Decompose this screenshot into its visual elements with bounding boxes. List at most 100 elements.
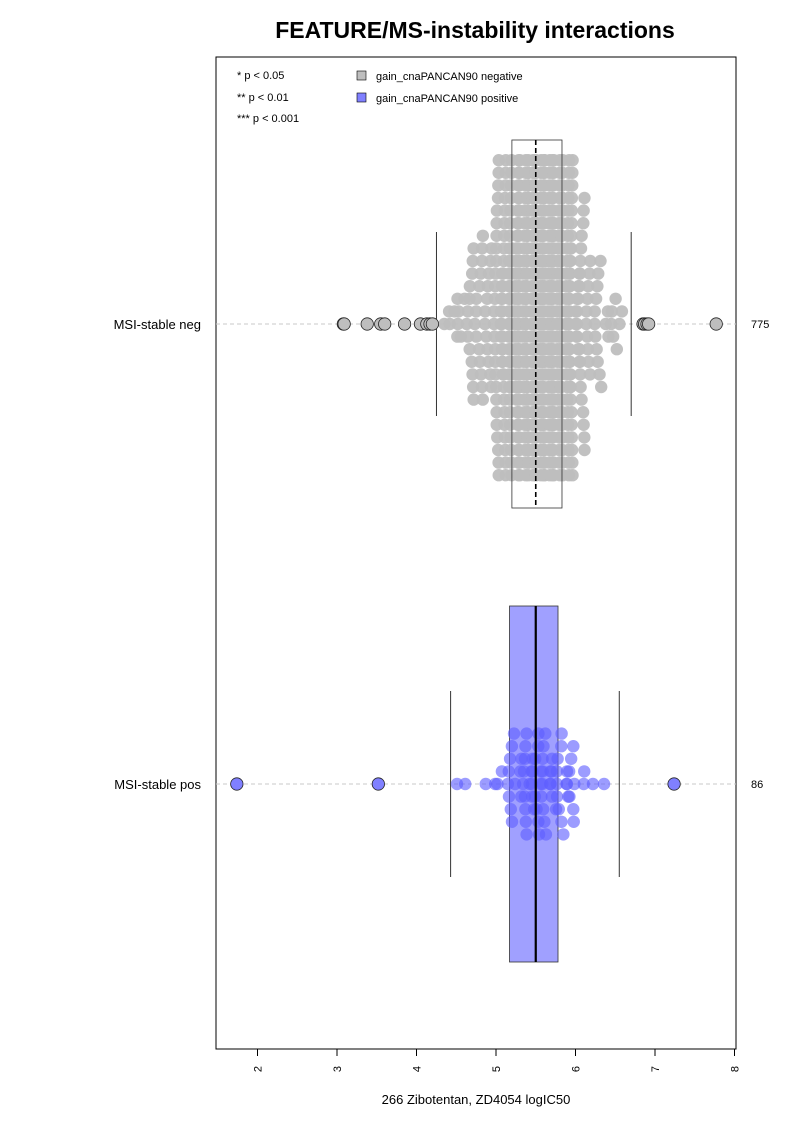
data-point: [502, 790, 516, 803]
data-point: [564, 380, 577, 394]
data-point: [502, 765, 515, 778]
data-point: [467, 242, 480, 255]
data-point: [476, 229, 490, 242]
data-point: [503, 752, 517, 765]
outlier-point: [378, 317, 392, 331]
data-point: [555, 727, 568, 740]
data-point: [571, 292, 585, 305]
outlier-point: [371, 777, 385, 791]
data-point: [538, 815, 551, 828]
data-point: [578, 765, 591, 778]
group-count: 775: [751, 319, 769, 331]
data-point: [463, 343, 476, 356]
data-point: [534, 765, 548, 778]
data-point: [473, 355, 487, 368]
data-point: [567, 815, 580, 828]
outlier-point: [709, 317, 723, 331]
sig-legend-1: * p < 0.05: [237, 70, 284, 82]
series-layer: MSI-stable neg 775 MSI-stable pos 86: [114, 139, 769, 963]
significance-legend: * p < 0.05 ** p < 0.01 *** p < 0.001: [237, 70, 299, 125]
data-point: [564, 393, 577, 406]
outlier-point: [337, 317, 351, 331]
data-point: [610, 343, 624, 356]
data-point: [555, 740, 568, 753]
x-tick-label: 5: [491, 1066, 503, 1072]
data-point: [520, 828, 533, 841]
outlier-point: [360, 317, 374, 331]
outlier-point: [667, 777, 681, 791]
sig-legend-2: ** p < 0.01: [237, 92, 289, 104]
data-point: [552, 803, 565, 816]
data-point: [568, 777, 581, 791]
data-point: [563, 343, 576, 356]
data-point: [566, 179, 579, 192]
data-point: [565, 443, 579, 457]
outlier-point: [230, 777, 244, 791]
data-point: [474, 368, 488, 381]
data-point: [507, 727, 521, 740]
plot-frame: [215, 56, 737, 1050]
data-point: [575, 393, 588, 406]
data-point: [574, 254, 587, 268]
data-point: [476, 393, 489, 406]
data-point: [570, 330, 584, 343]
data-point: [566, 166, 579, 179]
data-point: [566, 456, 579, 469]
data-point: [550, 790, 564, 803]
data-point: [572, 280, 585, 293]
data-point: [470, 292, 483, 305]
data-point: [582, 355, 595, 368]
data-point: [577, 418, 590, 431]
data-point: [452, 305, 465, 318]
data-point: [588, 317, 601, 331]
data-point: [478, 305, 492, 318]
data-point: [572, 343, 585, 356]
data-point: [579, 317, 593, 331]
data-point: [588, 305, 601, 318]
group-1: MSI-stable pos 86: [114, 605, 763, 963]
x-tick-label: 4: [412, 1066, 424, 1072]
data-point: [575, 229, 588, 242]
data-point: [576, 406, 590, 419]
group-count: 86: [751, 779, 763, 791]
group-0: MSI-stable neg 775: [114, 139, 769, 509]
data-point: [475, 242, 489, 255]
data-point: [466, 254, 479, 268]
data-point: [550, 777, 564, 791]
data-point: [606, 330, 620, 343]
data-point: [567, 740, 580, 753]
data-point: [565, 406, 578, 419]
data-point: [563, 254, 576, 268]
data-point: [565, 418, 578, 431]
data-point: [566, 469, 579, 482]
data-point: [467, 393, 480, 406]
data-point: [468, 317, 482, 331]
data-point: [563, 368, 576, 381]
data-point: [581, 292, 594, 305]
data-point: [592, 267, 605, 280]
data-point: [570, 305, 584, 318]
data-point: [555, 815, 568, 828]
outlier-point: [397, 317, 412, 331]
data-point: [584, 254, 597, 268]
group-label: MSI-stable neg: [114, 317, 201, 332]
data-point: [505, 815, 519, 828]
data-point: [519, 815, 533, 828]
group-label: MSI-stable pos: [114, 777, 201, 792]
data-point: [581, 343, 595, 356]
data-point: [478, 317, 492, 331]
data-point: [539, 727, 552, 740]
data-point: [451, 317, 465, 331]
x-tick-label: 2: [253, 1066, 265, 1072]
data-point: [615, 305, 629, 318]
data-point: [536, 752, 549, 765]
chart-title: FEATURE/MS-instability interactions: [275, 17, 675, 43]
data-point: [491, 777, 504, 791]
data-point: [470, 330, 483, 343]
data-point: [563, 790, 576, 803]
data-point: [475, 254, 489, 268]
data-point: [597, 777, 611, 791]
data-point: [504, 803, 517, 816]
data-point: [465, 267, 479, 280]
data-point: [589, 330, 602, 343]
